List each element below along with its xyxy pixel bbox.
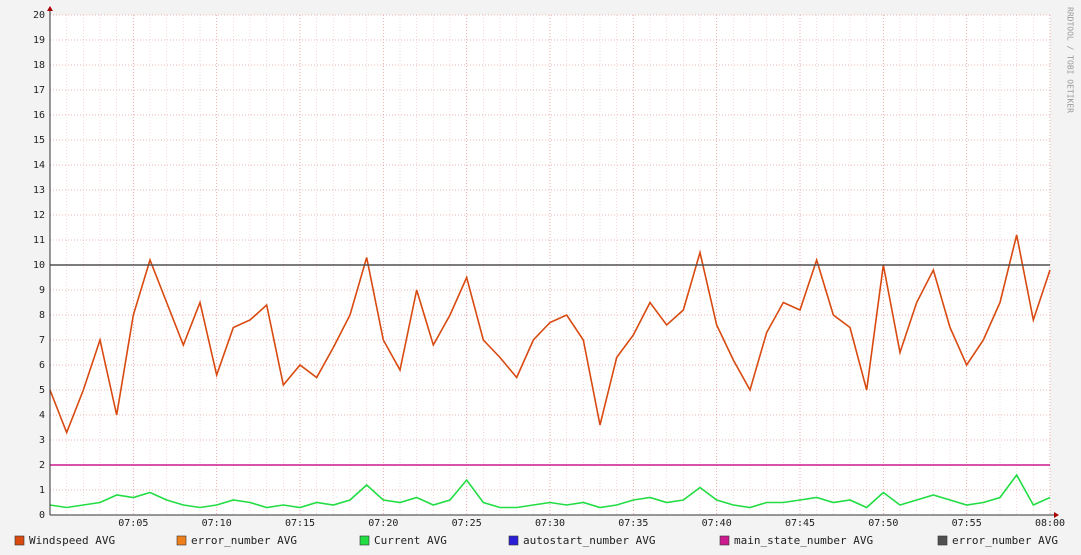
x-tick-label: 07:45 [785, 518, 815, 529]
y-tick-label: 11 [33, 235, 45, 246]
legend-swatch [359, 535, 370, 546]
y-axis-arrow [47, 6, 53, 11]
x-tick-label: 07:15 [285, 518, 315, 529]
legend-label: Windspeed AVG [29, 534, 115, 547]
legend-swatch [719, 535, 730, 546]
y-tick-label: 9 [39, 285, 45, 296]
x-tick-label: 08:00 [1035, 518, 1065, 529]
y-tick-label: 19 [33, 35, 45, 46]
legend-label: error_number AVG [191, 534, 297, 547]
y-tick-label: 13 [33, 185, 45, 196]
x-tick-label: 07:05 [118, 518, 148, 529]
y-tick-label: 17 [33, 85, 45, 96]
y-tick-label: 15 [33, 135, 45, 146]
x-tick-label: 07:20 [368, 518, 398, 529]
x-tick-label: 07:50 [868, 518, 898, 529]
y-tick-label: 1 [39, 485, 45, 496]
y-tick-label: 16 [33, 110, 45, 121]
y-tick-label: 18 [33, 60, 45, 71]
y-tick-label: 14 [33, 160, 45, 171]
legend-swatch [937, 535, 948, 546]
y-tick-label: 4 [39, 410, 45, 421]
y-tick-label: 20 [33, 10, 45, 21]
x-tick-label: 07:30 [535, 518, 565, 529]
y-tick-label: 0 [39, 510, 45, 521]
legend-label: error_number AVG [952, 534, 1058, 547]
legend-swatch [508, 535, 519, 546]
legend-swatch [14, 535, 25, 546]
x-tick-label: 07:35 [618, 518, 648, 529]
legend-label: main_state_number AVG [734, 534, 873, 547]
x-tick-label: 07:10 [202, 518, 232, 529]
y-tick-label: 6 [39, 360, 45, 371]
y-tick-label: 10 [33, 260, 45, 271]
legend-swatch [176, 535, 187, 546]
legend-label: Current AVG [374, 534, 447, 547]
y-tick-label: 12 [33, 210, 45, 221]
x-tick-label: 07:40 [702, 518, 732, 529]
y-tick-label: 8 [39, 310, 45, 321]
series-line [49, 473, 1051, 509]
watermark: RRDTOOL / TOBI OETIKER [1066, 7, 1075, 113]
y-tick-label: 7 [39, 335, 45, 346]
y-tick-label: 2 [39, 460, 45, 471]
y-tick-label: 5 [39, 385, 45, 396]
y-tick-label: 3 [39, 435, 45, 446]
x-tick-label: 07:55 [952, 518, 982, 529]
x-axis-arrow [1054, 512, 1059, 518]
legend-label: autostart_number AVG [523, 534, 655, 547]
x-tick-label: 07:25 [452, 518, 482, 529]
